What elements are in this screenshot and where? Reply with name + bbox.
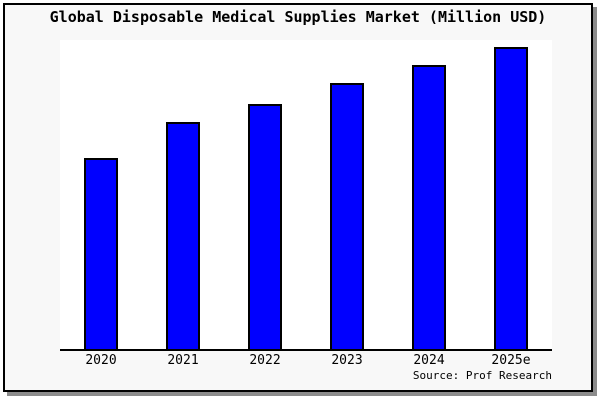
bar-slot (388, 40, 470, 349)
x-tick-label-2021: 2021 (167, 353, 199, 368)
x-tick-label-2024: 2024 (413, 353, 445, 368)
plot-area (60, 40, 552, 351)
chart-title: Global Disposable Medical Supplies Marke… (49, 8, 547, 26)
bar-slot (60, 40, 142, 349)
bar-2024 (412, 65, 446, 349)
bar-2020 (84, 158, 118, 349)
bar-slot (470, 40, 552, 349)
bar-2025e (494, 47, 528, 349)
bars (60, 40, 552, 349)
bar-2021 (166, 122, 200, 349)
bar-slot (224, 40, 306, 349)
bar-slot (142, 40, 224, 349)
bar-2023 (330, 83, 364, 349)
x-tick-label-2022: 2022 (249, 353, 281, 368)
bar-2022 (248, 104, 282, 349)
x-axis-labels: 2020 2021 2022 2023 2024 2025e (60, 353, 552, 368)
x-tick-label-2020: 2020 (85, 353, 117, 368)
figure-frame: Global Disposable Medical Supplies Marke… (3, 3, 593, 392)
source-note: Source: Prof Research (412, 369, 552, 382)
bar-slot (306, 40, 388, 349)
x-tick-label-2025e: 2025e (491, 353, 531, 368)
x-tick-label-2023: 2023 (331, 353, 363, 368)
